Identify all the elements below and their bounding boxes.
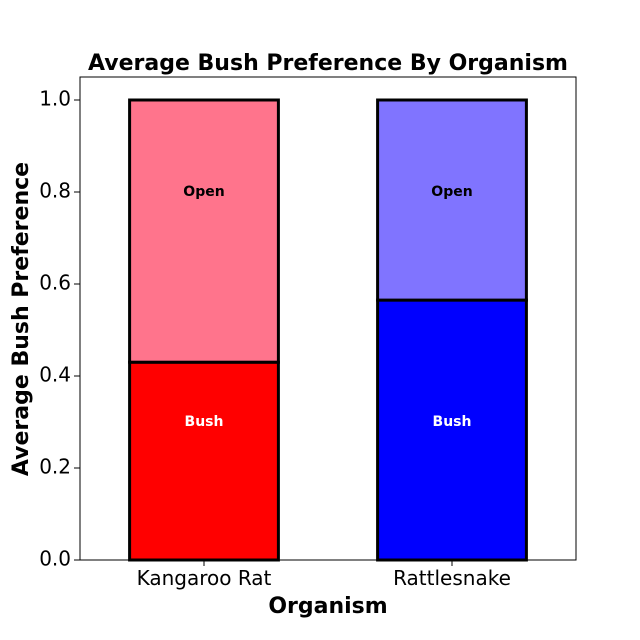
y-tick-label: 0.4 — [39, 363, 71, 387]
y-axis-label: Average Bush Preference — [9, 162, 34, 476]
segment-label-open: Open — [183, 184, 224, 200]
chart-title: Average Bush Preference By Organism — [88, 51, 568, 76]
plot-frame — [79, 76, 577, 561]
y-tick-label: 0.2 — [39, 455, 71, 479]
x-tick-label: Kangaroo Rat — [137, 566, 272, 590]
x-axis-ticks: Kangaroo Rat Rattlesnake — [137, 560, 511, 590]
y-tick-label: 0.6 — [39, 271, 71, 295]
bars-group: Bush Open Bush Open — [128, 98, 528, 562]
segment-label-bush: Bush — [185, 414, 224, 430]
x-tick-label: Rattlesnake — [393, 566, 511, 590]
segment-label-bush: Bush — [433, 414, 472, 430]
bar-bush-rattlesnake — [376, 298, 528, 562]
x-axis-label: Organism — [268, 594, 387, 619]
y-tick-label: 0.8 — [39, 179, 71, 203]
bar-open-rattlesnake — [376, 98, 528, 302]
y-tick-label: 0.0 — [39, 547, 71, 571]
y-tick-label: 1.0 — [39, 87, 71, 111]
y-axis-ticks: 0.0 0.2 0.4 0.6 0.8 1.0 — [39, 87, 80, 571]
segment-label-open: Open — [431, 184, 472, 200]
bar-open-kangaroo-rat — [128, 98, 280, 364]
bar-bush-kangaroo-rat — [128, 360, 280, 562]
